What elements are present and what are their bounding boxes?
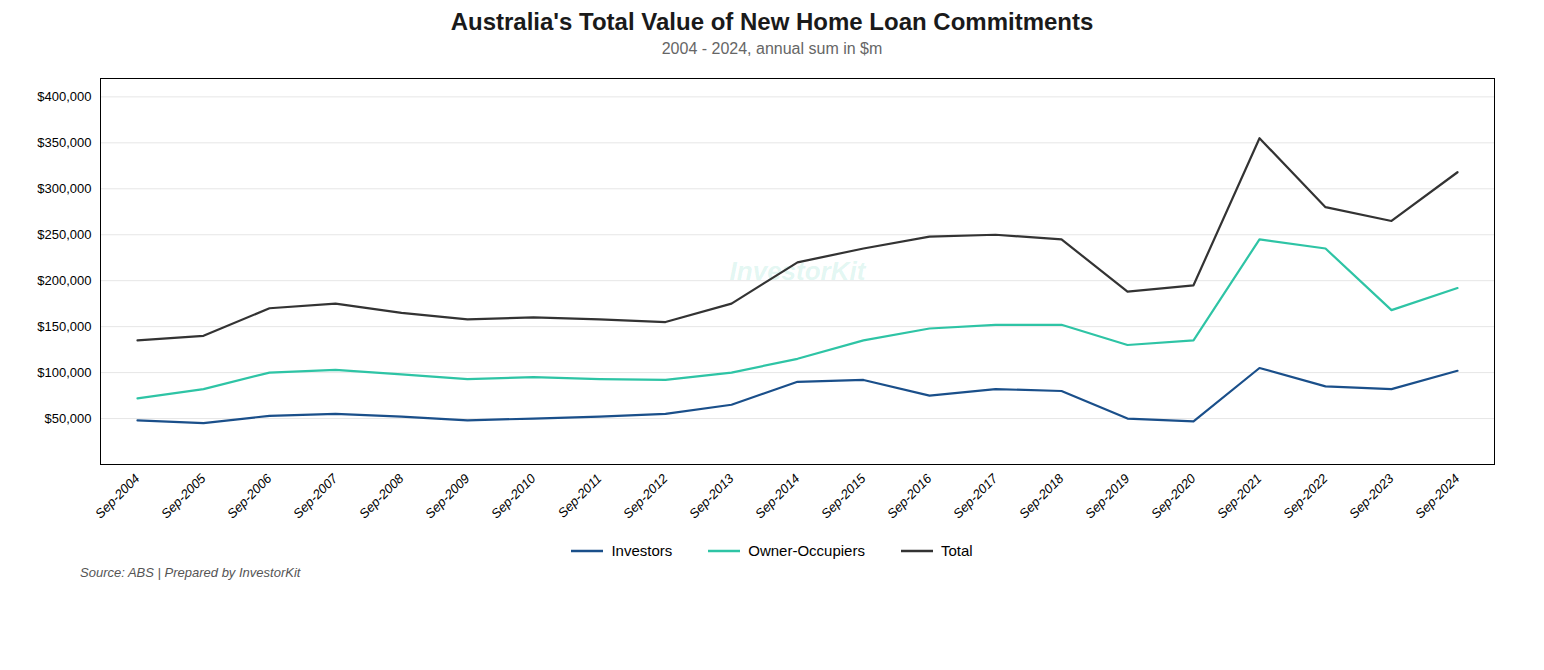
svg-text:Sep-2024: Sep-2024	[1412, 471, 1462, 521]
svg-text:$50,000: $50,000	[45, 411, 92, 426]
svg-text:$200,000: $200,000	[37, 273, 91, 288]
html-text:Investors: Investors	[611, 542, 673, 559]
svg-text:$400,000: $400,000	[37, 89, 91, 104]
svg-text:Sep-2014: Sep-2014	[752, 471, 802, 521]
svg-text:Sep-2015: Sep-2015	[818, 470, 869, 521]
svg-text:Sep-2023: Sep-2023	[1346, 470, 1397, 521]
svg-text:Sep-2011: Sep-2011	[555, 471, 605, 521]
svg-text:Sep-2021: Sep-2021	[1214, 471, 1264, 521]
svg-text:Sep-2010: Sep-2010	[488, 470, 539, 521]
svg-text:Sep-2006: Sep-2006	[224, 470, 275, 521]
svg-text:$300,000: $300,000	[37, 181, 91, 196]
svg-text:$150,000: $150,000	[37, 319, 91, 334]
svg-text:Sep-2008: Sep-2008	[356, 470, 407, 521]
svg-text:$350,000: $350,000	[37, 135, 91, 150]
html-text:Australia's Total Value of New: Australia's Total Value of New Home Loan…	[450, 8, 1094, 35]
svg-text:Sep-2022: Sep-2022	[1280, 470, 1331, 521]
svg-text:Sep-2016: Sep-2016	[884, 470, 935, 521]
svg-text:$100,000: $100,000	[37, 365, 91, 380]
svg-text:Sep-2018: Sep-2018	[1016, 470, 1067, 521]
html-text:Owner-Occupiers: Owner-Occupiers	[748, 542, 865, 559]
svg-text:Sep-2009: Sep-2009	[422, 471, 472, 521]
svg-text:Sep-2012: Sep-2012	[620, 470, 671, 521]
html-text:2004 - 2024, annual sum in $m: 2004 - 2024, annual sum in $m	[661, 40, 883, 57]
svg-text:Sep-2005: Sep-2005	[158, 470, 209, 521]
svg-text:Sep-2013: Sep-2013	[686, 470, 737, 521]
svg-text:Sep-2004: Sep-2004	[92, 471, 142, 521]
svg-text:Sep-2019: Sep-2019	[1082, 471, 1132, 521]
html-text:Source: ABS | Prepared by Inve: Source: ABS | Prepared by InvestorKit	[80, 565, 301, 580]
svg-text:Sep-2017: Sep-2017	[950, 470, 1001, 521]
svg-text:Sep-2007: Sep-2007	[290, 470, 341, 521]
html-text:Total: Total	[940, 542, 973, 559]
svg-text:$250,000: $250,000	[37, 227, 91, 242]
svg-text:Sep-2020: Sep-2020	[1148, 470, 1199, 521]
svg-text:InvestorKit: InvestorKit	[730, 256, 867, 286]
